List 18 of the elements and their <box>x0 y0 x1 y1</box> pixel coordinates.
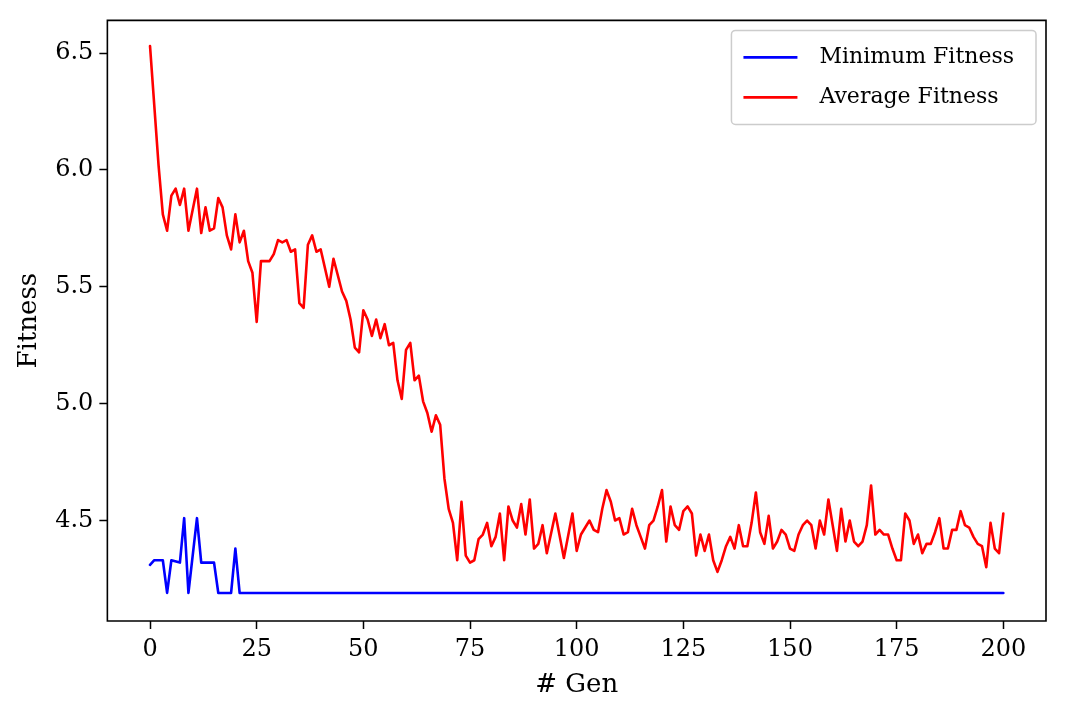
y-tick-label: 6.0 <box>55 154 94 183</box>
x-tick-label: 0 <box>142 633 158 662</box>
x-tick-label: 150 <box>767 633 813 662</box>
x-tick-label: 125 <box>660 633 707 662</box>
x-tick-label: 100 <box>553 633 600 662</box>
y-tick-label: 5.0 <box>55 387 94 416</box>
x-tick-label: 75 <box>454 633 486 662</box>
legend-label: Average Fitness <box>818 83 999 109</box>
y-tick-label: 4.5 <box>55 504 94 533</box>
x-tick-label: 175 <box>873 633 920 662</box>
x-tick-label: 200 <box>980 633 1027 662</box>
legend-label: Minimum Fitness <box>819 43 1014 69</box>
x-axis-title: # Gen <box>535 668 619 699</box>
x-tick-label: 50 <box>348 633 379 662</box>
x-tick-label: 25 <box>241 633 272 662</box>
y-tick-label: 6.5 <box>55 37 94 66</box>
y-axis-title: Fitness <box>12 272 43 369</box>
y-tick-label: 5.5 <box>55 271 94 300</box>
